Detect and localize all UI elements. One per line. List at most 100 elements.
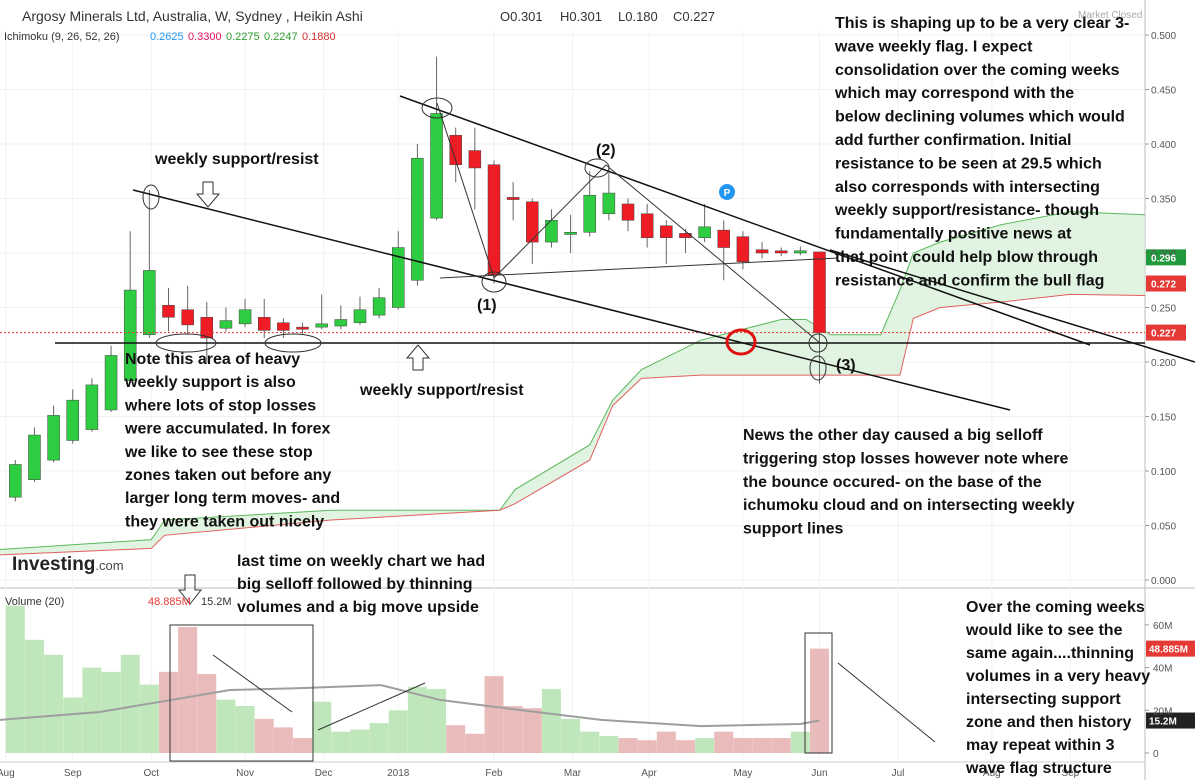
candle-body (411, 157, 424, 281)
annotation-line: fundamentally positive news at (835, 226, 1072, 243)
annotation-line: were accumulated. In forex (124, 421, 331, 438)
highlight (142, 184, 160, 210)
candle-body (736, 236, 750, 262)
marks-layer (0, 56, 1195, 729)
volume-bar (522, 708, 542, 753)
candle-body (66, 399, 80, 441)
indicator-label: Ichimoku (9, 26, 52, 26) (4, 31, 120, 43)
neck-line (439, 257, 839, 279)
annotation-line: resistance and confirm the bull flag (835, 272, 1104, 289)
annotation-line: triggering stop losses however note wher… (743, 450, 1069, 467)
volume-title: Volume (20) (5, 596, 64, 608)
trend-line (132, 189, 1011, 411)
volume-bar (312, 701, 332, 753)
x-tick-label: Mar (564, 768, 582, 779)
x-tick-label: Jul (892, 768, 905, 779)
candle-body (449, 135, 462, 165)
annotation-line: Note this area of heavy (125, 351, 300, 368)
annotation-line: This is shaping up to be a very clear 3- (835, 15, 1129, 32)
price-label-box (1146, 249, 1186, 266)
volume-bar (599, 735, 619, 753)
price-label-box (1146, 275, 1186, 292)
volume-bar (139, 684, 159, 753)
candle-body (315, 323, 328, 328)
x-tick-label: Oct (143, 768, 159, 779)
annotation-line: where lots of stop losses (124, 397, 316, 414)
annotation-line: zone and then history (966, 714, 1131, 731)
text-layer: Argosy Minerals Ltd, Australia, W, Sydne… (0, 8, 1188, 779)
volume-bar (752, 738, 772, 753)
candle-body (392, 247, 405, 308)
annotation-line: volumes and a big move upside (237, 599, 479, 616)
volume-bar (369, 723, 389, 753)
candle-body (200, 317, 214, 339)
highlight-box (804, 632, 833, 754)
volume-bar (82, 667, 102, 753)
volume-bar (254, 718, 274, 753)
annotation-line: big selloff followed by thinning (237, 576, 473, 593)
volume-bar (235, 706, 255, 753)
volume-bar (273, 727, 293, 753)
ohlc-high: H0.301 (560, 9, 602, 24)
candle-body (813, 251, 826, 333)
wave-label: (1) (477, 297, 497, 314)
annotation-line: below declining volumes which would (835, 109, 1125, 126)
annotation-line: that point could help blow through (835, 249, 1098, 266)
ohlc-low: L0.180 (618, 9, 658, 24)
indicator-value: 0.1880 (302, 31, 336, 43)
candle-body (774, 250, 788, 254)
logo: Investing.com (12, 554, 124, 575)
volume-legend-value: 15.2M (201, 596, 232, 608)
event-marker[interactable] (719, 184, 735, 200)
volume-bar (656, 731, 676, 753)
annotation-line: consolidation over the coming weeks (835, 62, 1120, 79)
candle-body (506, 197, 520, 200)
price-label-box (1146, 324, 1186, 341)
indicator-value: 0.2247 (264, 31, 298, 43)
candle-body (238, 309, 252, 325)
y-tick-label: 40M (1153, 664, 1172, 675)
market-status: Market Closed (1078, 10, 1142, 21)
candle-body (545, 220, 558, 243)
volume-bar (580, 731, 600, 753)
candle-body (526, 201, 539, 243)
arrow-line (317, 682, 426, 731)
volume-bar (733, 738, 753, 753)
event-marker-label: P (724, 188, 731, 199)
x-tick-label: Sep (64, 768, 82, 779)
price-label: 0.227 (1151, 329, 1176, 340)
candle-body (85, 384, 99, 430)
x-tick-label: Apr (641, 768, 657, 779)
volume-bar (695, 738, 715, 753)
ohlc-close: C0.227 (673, 9, 715, 24)
candle-body (487, 164, 501, 276)
x-tick-label: Dec (315, 768, 333, 779)
candle-body (640, 213, 654, 238)
x-tick-label: Aug (983, 768, 1001, 779)
volume-bar (503, 706, 523, 753)
annotation-line: we like to see these stop (124, 444, 313, 461)
candle-body (181, 309, 194, 326)
y-tick-label: 0.500 (1151, 31, 1176, 42)
candle-body (698, 226, 711, 238)
annotation-line: same again....thinning (966, 645, 1134, 662)
volume-bar (809, 648, 829, 753)
volume-bar (24, 639, 44, 753)
highlight (264, 333, 322, 353)
annotation-line: larger long term moves- and (125, 490, 340, 507)
candle-body (334, 319, 348, 327)
highlight (481, 271, 507, 293)
annotation-line: last time on weekly chart we had (237, 553, 485, 570)
cloud-span-b (0, 293, 1146, 556)
indicator-value: 0.2275 (226, 31, 260, 43)
annotation-line: the bounce occured- on the base of the (743, 474, 1042, 491)
y-tick-label: 0.400 (1151, 140, 1176, 151)
arrow-line (837, 662, 936, 743)
arrow-line (212, 654, 293, 713)
volume-bar (350, 729, 370, 753)
highlight (155, 333, 217, 353)
volume-label-box (1146, 640, 1195, 657)
red-highlight (725, 328, 757, 356)
wave-label: (2) (596, 142, 616, 159)
highlight (421, 97, 453, 119)
